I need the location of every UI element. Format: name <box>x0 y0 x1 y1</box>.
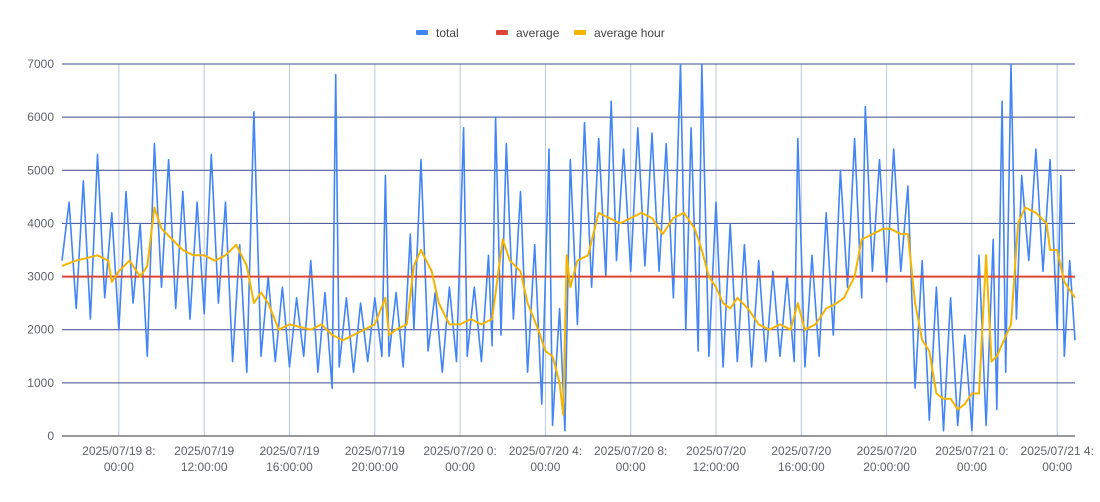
y-tick-label: 3000 <box>27 270 54 284</box>
legend-swatch <box>574 30 586 35</box>
y-tick-label: 5000 <box>27 163 54 177</box>
x-tick-label: 2025/07/21 4: <box>1021 444 1094 458</box>
x-tick-label: 2025/07/20 <box>857 444 917 458</box>
legend-label: average <box>516 26 560 40</box>
x-tick-label: 20:00:00 <box>351 460 398 474</box>
x-tick-label: 2025/07/20 4: <box>509 444 582 458</box>
x-tick-label: 2025/07/20 <box>771 444 831 458</box>
legend: total average average hour <box>416 26 665 40</box>
axes: 0 1000 2000 3000 4000 5000 6000 7000 2025/07/19 … <box>27 57 1094 474</box>
legend-label: total <box>436 26 459 40</box>
x-tick-label: 16:00:00 <box>266 460 313 474</box>
x-tick-label: 00:00 <box>616 460 646 474</box>
y-tick-label: 1000 <box>27 376 54 390</box>
y-tick-label: 7000 <box>27 57 54 71</box>
x-tick-label: 2025/07/19 <box>345 444 405 458</box>
x-tick-label: 12:00:00 <box>181 460 228 474</box>
x-tick-label: 00:00 <box>1042 460 1072 474</box>
legend-item: total <box>416 26 459 40</box>
y-tick-label: 4000 <box>27 216 54 230</box>
x-tick-label: 00:00 <box>445 460 475 474</box>
y-tick-label: 6000 <box>27 110 54 124</box>
series-group <box>61 63 1076 432</box>
legend-item: average <box>496 26 560 40</box>
x-tick-label: 16:00:00 <box>778 460 825 474</box>
x-tick-label: 2025/07/19 <box>259 444 319 458</box>
series-line-average-hour <box>61 206 1076 416</box>
x-tick-label: 2025/07/19 8: <box>82 444 155 458</box>
legend-item: average hour <box>574 26 665 40</box>
x-tick-label: 00:00 <box>104 460 134 474</box>
x-tick-label: 12:00:00 <box>693 460 740 474</box>
legend-swatch <box>416 30 428 35</box>
series-line-total <box>61 63 1076 432</box>
legend-swatch <box>496 30 508 35</box>
x-tick-label: 2025/07/20 8: <box>594 444 667 458</box>
legend-label: average hour <box>594 26 665 40</box>
y-tick-label: 2000 <box>27 323 54 337</box>
x-tick-label: 00:00 <box>957 460 987 474</box>
x-tick-label: 2025/07/20 <box>686 444 746 458</box>
x-tick-label: 00:00 <box>530 460 560 474</box>
y-tick-label: 0 <box>47 429 54 443</box>
x-tick-label: 2025/07/21 0: <box>935 444 1008 458</box>
x-tick-label: 20:00:00 <box>863 460 910 474</box>
x-tick-label: 2025/07/19 <box>174 444 234 458</box>
x-tick-label: 2025/07/20 0: <box>423 444 496 458</box>
